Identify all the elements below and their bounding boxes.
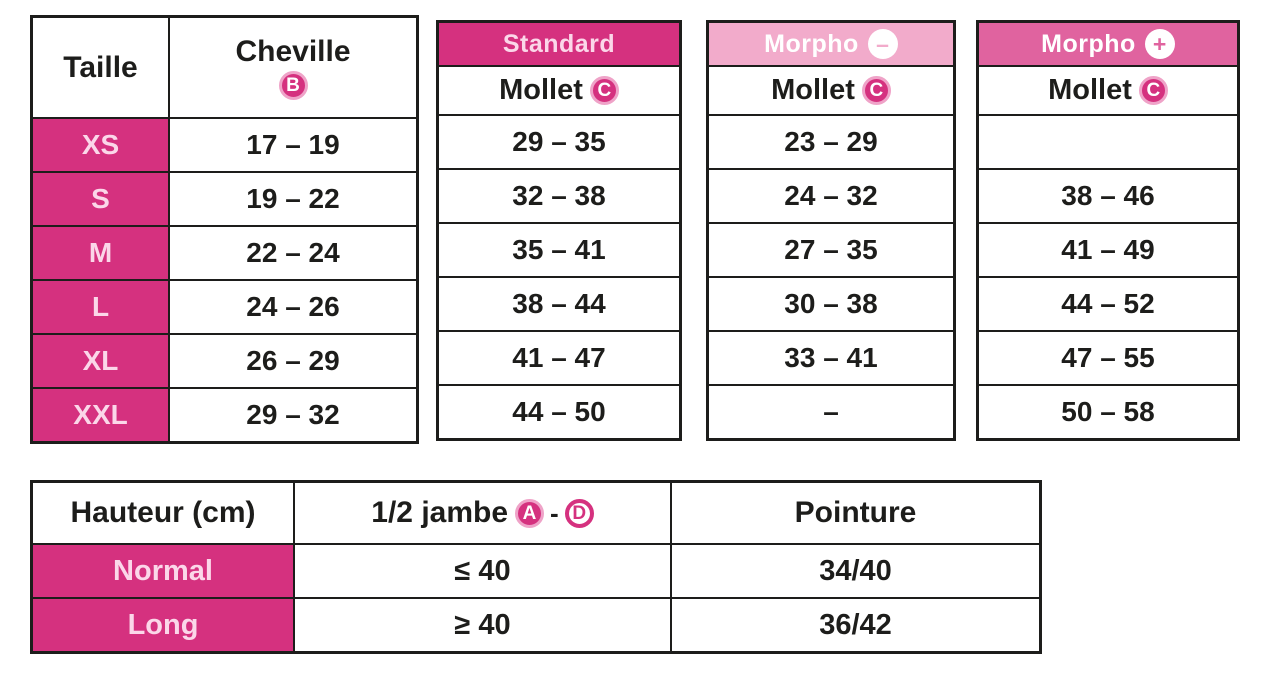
morpho-minus-value: 23 – 29 bbox=[706, 114, 956, 170]
morpho-plus-value: 50 – 58 bbox=[976, 384, 1240, 441]
morpho-minus-value: 27 – 35 bbox=[706, 222, 956, 278]
taille-cheville-table: Taille Cheville B XS 17 – 19 S 19 – 22 M 22… bbox=[30, 15, 419, 444]
cheville-value: 22 – 24 bbox=[168, 225, 419, 281]
morpho-plus-value: 38 – 46 bbox=[976, 168, 1240, 224]
morpho-minus-value: 24 – 32 bbox=[706, 168, 956, 224]
cheville-label: Cheville bbox=[235, 35, 351, 68]
mollet-label: Mollet bbox=[1048, 74, 1132, 106]
measure-c-badge-icon: C bbox=[1138, 76, 1168, 105]
mollet-label: Mollet bbox=[771, 74, 855, 106]
size-label: L bbox=[30, 279, 170, 335]
morpho-minus-header: Morpho – bbox=[706, 20, 956, 67]
morpho-plus-table: Morpho + Mollet C 38 – 46 41 – 49 44 – 5… bbox=[976, 20, 1240, 441]
cheville-value: 19 – 22 bbox=[168, 171, 419, 227]
morpho-plus-label: Morpho bbox=[1041, 29, 1136, 58]
morpho-minus-label: Morpho bbox=[764, 29, 859, 58]
morpho-plus-value bbox=[976, 114, 1240, 170]
morpho-minus-value: – bbox=[706, 384, 956, 441]
pointure-value: 36/42 bbox=[670, 597, 1042, 654]
plus-icon: + bbox=[1144, 29, 1175, 59]
morpho-minus-table: Morpho – Mollet C 23 – 29 24 – 32 27 – 3… bbox=[706, 20, 956, 441]
measure-b-badge-icon: B bbox=[278, 71, 308, 100]
standard-header: Standard bbox=[436, 20, 682, 67]
cheville-value: 17 – 19 bbox=[168, 117, 419, 173]
standard-table: Standard Mollet C 29 – 35 32 – 38 35 – 4… bbox=[436, 20, 682, 441]
pointure-value: 34/40 bbox=[670, 543, 1042, 599]
jambe-value: ≥ 40 bbox=[293, 597, 672, 654]
size-label: M bbox=[30, 225, 170, 281]
jambe-range-dash: - bbox=[550, 497, 559, 528]
measure-d-badge-icon: D bbox=[564, 498, 594, 528]
cheville-value: 29 – 32 bbox=[168, 387, 419, 444]
cheville-value: 24 – 26 bbox=[168, 279, 419, 335]
measure-c-badge-icon: C bbox=[589, 76, 619, 105]
standard-value: 38 – 44 bbox=[436, 276, 682, 332]
minus-icon: – bbox=[867, 29, 898, 59]
hauteur-row-label: Normal bbox=[30, 543, 295, 599]
mollet-label: Mollet bbox=[499, 74, 583, 106]
pointure-header: Pointure bbox=[670, 480, 1042, 545]
standard-value: 41 – 47 bbox=[436, 330, 682, 386]
size-label: S bbox=[30, 171, 170, 227]
measure-c-badge-icon: C bbox=[861, 76, 891, 105]
morpho-minus-value: 33 – 41 bbox=[706, 330, 956, 386]
morpho-plus-header: Morpho + bbox=[976, 20, 1240, 67]
mollet-header: Mollet C bbox=[706, 65, 956, 116]
morpho-plus-value: 47 – 55 bbox=[976, 330, 1240, 386]
size-label: XXL bbox=[30, 387, 170, 444]
taille-header: Taille bbox=[30, 15, 170, 119]
jambe-value: ≤ 40 bbox=[293, 543, 672, 599]
standard-value: 32 – 38 bbox=[436, 168, 682, 224]
hauteur-table: Hauteur (cm) 1/2 jambe A - D Pointure No… bbox=[30, 480, 1042, 654]
morpho-minus-value: 30 – 38 bbox=[706, 276, 956, 332]
cheville-header: Cheville B bbox=[168, 15, 419, 119]
morpho-plus-value: 41 – 49 bbox=[976, 222, 1240, 278]
mollet-header: Mollet C bbox=[976, 65, 1240, 116]
standard-value: 44 – 50 bbox=[436, 384, 682, 441]
standard-value: 29 – 35 bbox=[436, 114, 682, 170]
jambe-label: 1/2 jambe bbox=[371, 496, 509, 529]
standard-value: 35 – 41 bbox=[436, 222, 682, 278]
cheville-value: 26 – 29 bbox=[168, 333, 419, 389]
hauteur-row-label: Long bbox=[30, 597, 295, 654]
size-label: XL bbox=[30, 333, 170, 389]
measure-a-badge-icon: A bbox=[515, 498, 545, 528]
size-label: XS bbox=[30, 117, 170, 173]
jambe-header: 1/2 jambe A - D bbox=[293, 480, 672, 545]
hauteur-header: Hauteur (cm) bbox=[30, 480, 295, 545]
mollet-header: Mollet C bbox=[436, 65, 682, 116]
morpho-plus-value: 44 – 52 bbox=[976, 276, 1240, 332]
